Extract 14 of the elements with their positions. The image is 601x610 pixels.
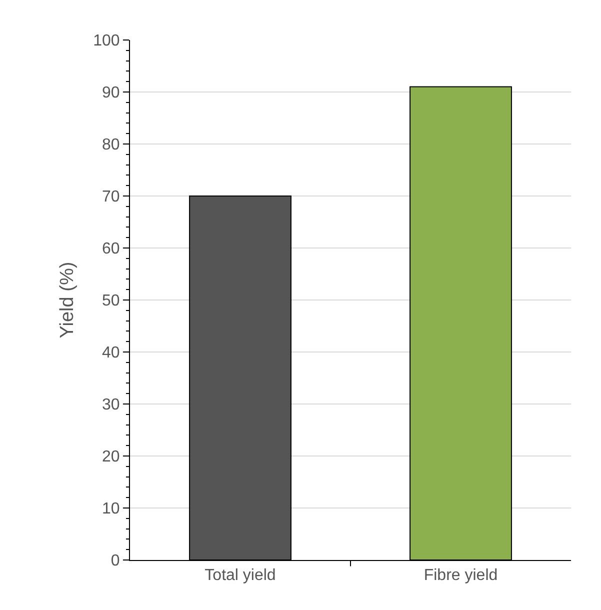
y-tick-label: 40 xyxy=(102,344,120,362)
y-tick-label: 20 xyxy=(102,448,120,466)
y-tick-label: 0 xyxy=(110,552,120,570)
y-tick-label: 10 xyxy=(102,500,120,518)
y-tick-label: 80 xyxy=(102,136,120,154)
y-tick-label: 70 xyxy=(102,188,120,206)
y-tick-label: 60 xyxy=(102,240,120,258)
y-tick-label: 30 xyxy=(102,396,120,414)
x-tick-label: Total yield xyxy=(204,567,276,584)
x-tick-label: Fibre yield xyxy=(424,567,498,584)
y-axis-title: Yield (%) xyxy=(56,262,78,338)
y-tick-label: 90 xyxy=(102,84,120,102)
y-tick-label: 100 xyxy=(93,32,120,50)
y-tick-label: 50 xyxy=(102,292,120,310)
